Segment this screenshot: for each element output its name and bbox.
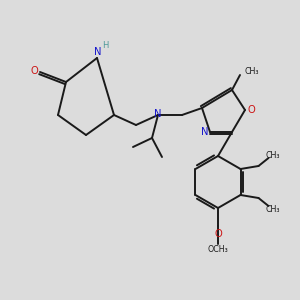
Text: O: O	[214, 229, 222, 239]
Text: OCH₃: OCH₃	[208, 245, 228, 254]
Text: N: N	[94, 47, 102, 57]
Text: CH₃: CH₃	[265, 151, 280, 160]
Text: N: N	[154, 109, 162, 119]
Text: O: O	[247, 105, 255, 115]
Text: CH₃: CH₃	[245, 67, 259, 76]
Text: O: O	[30, 66, 38, 76]
Text: CH₃: CH₃	[265, 205, 280, 214]
Text: H: H	[102, 41, 108, 50]
Text: N: N	[201, 127, 209, 137]
